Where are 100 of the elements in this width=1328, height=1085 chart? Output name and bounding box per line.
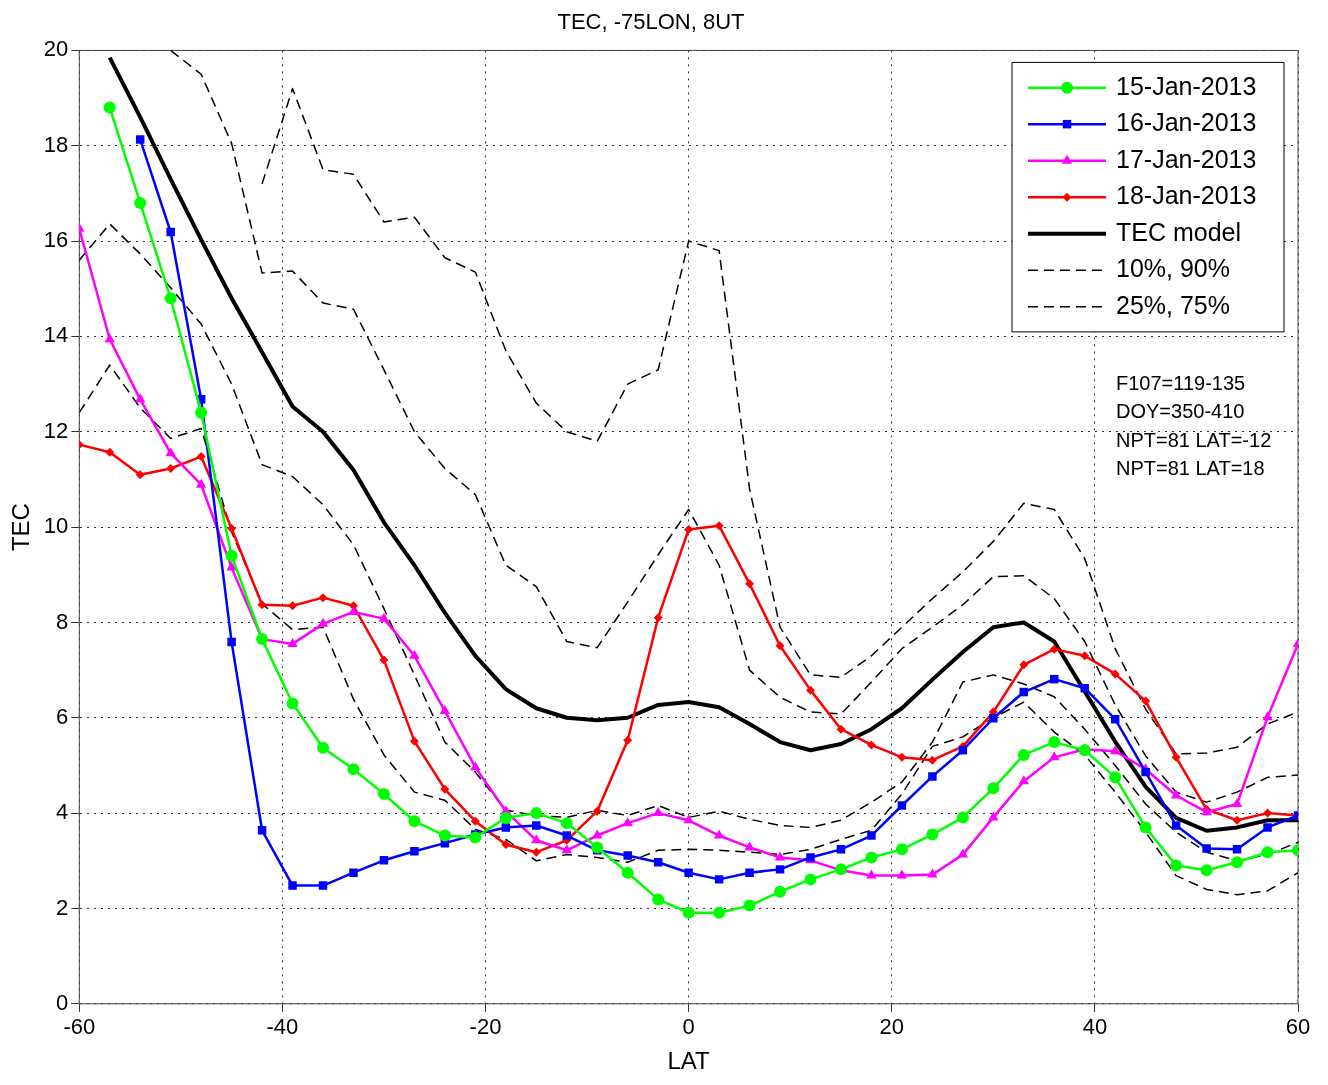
point <box>288 601 298 611</box>
point <box>684 524 694 534</box>
point <box>1110 669 1120 679</box>
point <box>775 865 785 874</box>
legend-label: 10%, 90% <box>1116 254 1230 283</box>
point <box>439 705 451 715</box>
point <box>287 637 298 647</box>
point <box>196 452 206 462</box>
point <box>530 807 543 820</box>
y-tick-label: 8 <box>56 608 69 634</box>
x-tick-label: 40 <box>1082 1014 1108 1040</box>
point <box>499 811 512 824</box>
point <box>591 841 604 854</box>
y-tick-label: 10 <box>43 513 69 539</box>
point <box>317 741 330 754</box>
point <box>1232 815 1242 825</box>
legend-label: 16-Jan-2013 <box>1116 108 1257 137</box>
point <box>623 851 632 860</box>
point <box>560 817 573 830</box>
point <box>989 714 998 723</box>
point <box>897 801 907 810</box>
point <box>682 906 695 919</box>
point <box>683 814 694 824</box>
point <box>866 740 876 750</box>
point <box>227 524 237 534</box>
point <box>1109 745 1121 755</box>
point <box>440 784 450 794</box>
y-tick-label: 6 <box>56 703 69 729</box>
point <box>349 868 358 877</box>
x-tick-label: 20 <box>879 1014 904 1040</box>
point <box>713 906 726 919</box>
x-axis-title: LAT <box>667 1047 711 1075</box>
point <box>135 470 145 480</box>
point <box>470 816 480 826</box>
point <box>1171 821 1181 830</box>
point <box>195 406 208 419</box>
point <box>957 848 969 858</box>
point <box>1170 859 1183 872</box>
point <box>377 788 390 801</box>
point <box>1109 771 1122 784</box>
y-tick-label: 4 <box>56 799 69 825</box>
point <box>1232 845 1242 854</box>
point <box>865 851 878 864</box>
point <box>164 292 177 305</box>
point <box>653 613 663 623</box>
x-tick-label: -40 <box>266 1014 299 1040</box>
point <box>227 637 236 647</box>
point <box>1018 775 1029 785</box>
point <box>714 875 724 884</box>
point <box>379 655 389 665</box>
point <box>531 847 541 857</box>
y-tick-label: 18 <box>43 131 69 157</box>
point <box>652 807 664 817</box>
point <box>836 724 846 734</box>
point <box>409 736 419 746</box>
y-tick-label: 16 <box>43 227 69 253</box>
legend-label: 18-Jan-2013 <box>1116 181 1257 210</box>
x-tick-label: -20 <box>469 1014 502 1040</box>
point <box>1080 651 1090 661</box>
point <box>288 881 297 890</box>
point <box>592 806 602 816</box>
point <box>1261 846 1274 859</box>
point <box>895 843 908 856</box>
point <box>743 899 756 912</box>
point <box>1141 767 1150 777</box>
point <box>105 447 115 457</box>
point <box>347 763 360 776</box>
legend-label: 15-Jan-2013 <box>1116 71 1257 100</box>
point <box>987 782 1000 795</box>
annotation: NPT=81 LAT=-12 <box>1116 428 1272 451</box>
point <box>257 600 267 610</box>
point <box>1049 644 1059 654</box>
point <box>774 851 786 861</box>
legend-label: TEC model <box>1116 217 1242 246</box>
point <box>956 811 969 824</box>
point <box>1231 798 1243 808</box>
point <box>134 196 147 209</box>
point <box>1202 844 1211 853</box>
point <box>438 829 451 842</box>
point <box>926 828 939 841</box>
point <box>745 868 754 877</box>
point <box>409 649 420 659</box>
point <box>652 893 665 906</box>
point <box>501 840 511 850</box>
point <box>623 735 633 745</box>
point <box>135 393 146 403</box>
point <box>103 101 116 114</box>
point <box>225 549 238 562</box>
point <box>378 612 390 622</box>
point <box>166 463 176 473</box>
point <box>531 834 542 844</box>
legend-label: 25%, 75% <box>1116 290 1230 319</box>
point <box>195 478 207 488</box>
point <box>1200 864 1213 877</box>
annotation: NPT=81 LAT=18 <box>1116 457 1265 480</box>
point <box>226 561 237 571</box>
point <box>1017 748 1030 761</box>
y-axis-title: TEC <box>7 503 35 552</box>
point <box>714 521 724 531</box>
point <box>1048 736 1061 749</box>
